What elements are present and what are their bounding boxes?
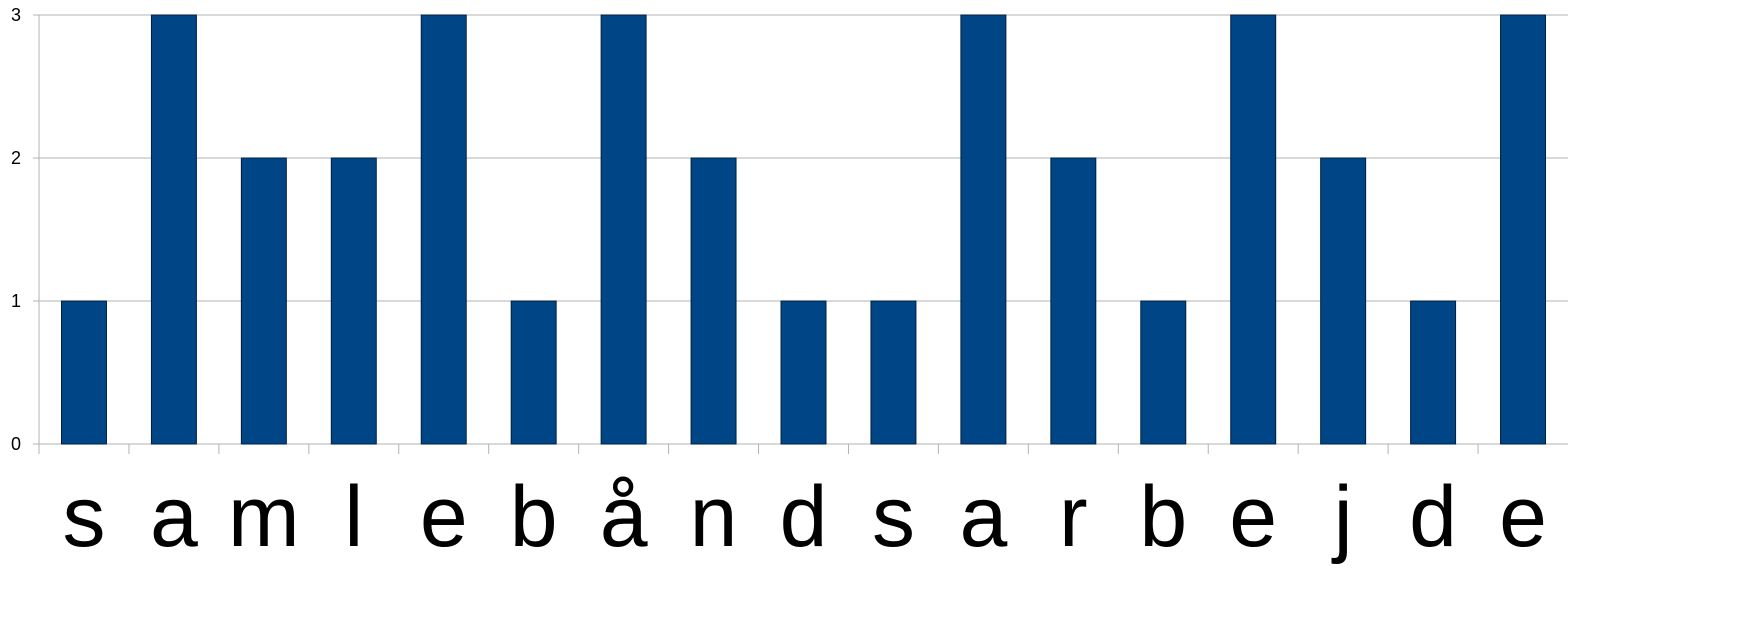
category-label-11: r: [1059, 469, 1088, 565]
x-axis-ticks: [128, 444, 1479, 454]
bar-16-e: [1500, 14, 1547, 445]
y-tick-label-1: 1: [11, 291, 21, 311]
bar-0-s: [60, 300, 107, 445]
bar-8-d: [780, 300, 827, 445]
category-label-1: a: [150, 469, 198, 565]
bar-1-a: [150, 14, 197, 445]
bar-9-s: [870, 300, 917, 445]
bar-11-r: [1050, 157, 1097, 445]
bar-6-å: [600, 14, 647, 445]
bar-2-m: [240, 157, 287, 445]
y-axis-tick-labels: 0 1 2 3: [11, 5, 21, 454]
bar-7-n: [690, 157, 737, 445]
y-tick-label-2: 2: [11, 148, 21, 168]
y-tick-label-0: 0: [11, 434, 21, 454]
bar-13-e: [1230, 14, 1277, 445]
bar-12-b: [1140, 300, 1187, 445]
category-label-4: e: [420, 469, 468, 565]
category-label-5: b: [510, 469, 558, 565]
bar-14-j: [1320, 157, 1367, 445]
category-label-6: å: [600, 469, 648, 565]
bars: [60, 14, 1547, 445]
category-label-16: e: [1499, 469, 1547, 565]
category-label-3: l: [344, 469, 363, 565]
bar-10-a: [960, 14, 1007, 445]
category-label-7: n: [690, 469, 738, 565]
bar-3-l: [330, 157, 377, 445]
category-label-10: a: [959, 469, 1007, 565]
category-label-12: b: [1139, 469, 1187, 565]
category-label-15: d: [1409, 469, 1457, 565]
category-label-0: s: [62, 469, 105, 565]
category-label-2: m: [228, 469, 300, 565]
category-label-8: d: [780, 469, 828, 565]
category-label-14: j: [1331, 469, 1353, 565]
bar-5-b: [510, 300, 557, 445]
bar-4-e: [420, 14, 467, 445]
category-label-13: e: [1229, 469, 1277, 565]
category-label-9: s: [872, 469, 915, 565]
bar-15-d: [1410, 300, 1457, 445]
y-tick-label-3: 3: [11, 5, 21, 25]
